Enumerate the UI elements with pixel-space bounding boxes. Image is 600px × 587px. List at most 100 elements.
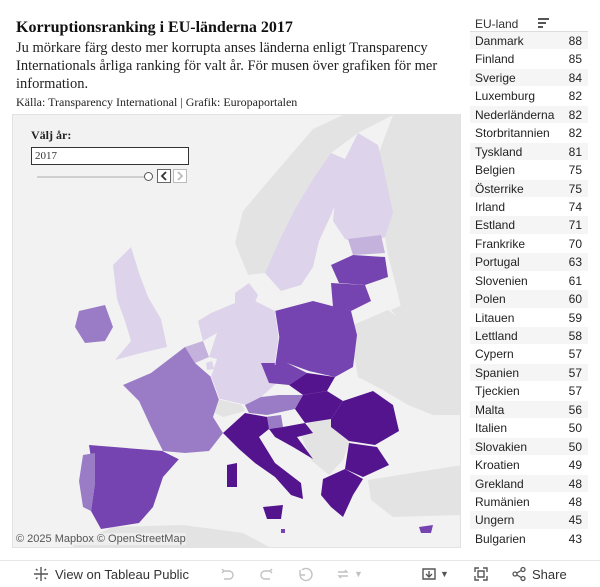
ranking-row[interactable]: Irland 74	[470, 198, 588, 217]
map-bulgaria[interactable]	[345, 443, 389, 477]
ranking-row[interactable]: Cypern 57	[470, 345, 588, 364]
ranking-score: 84	[568, 70, 582, 85]
map-sweden[interactable]	[265, 153, 345, 291]
download-button[interactable]: ▼	[420, 565, 449, 583]
ranking-row[interactable]: Estland 71	[470, 216, 588, 235]
ranking-score: 49	[568, 458, 582, 473]
map-ireland[interactable]	[75, 305, 113, 343]
ranking-row[interactable]: Frankrike 70	[470, 235, 588, 254]
ranking-row[interactable]: Finland 85	[470, 50, 588, 69]
fullscreen-button[interactable]	[472, 565, 490, 583]
map-sicily[interactable]	[263, 505, 283, 519]
map-attribution[interactable]: © 2025 Mapbox © OpenStreetMap	[16, 533, 186, 545]
ukraine-east-region[interactable]	[391, 295, 461, 365]
share-label: Share	[532, 566, 567, 582]
next-year-button[interactable]	[173, 169, 187, 183]
map-malta[interactable]	[281, 529, 285, 533]
download-dropdown-icon[interactable]: ▼	[440, 569, 449, 579]
ranking-row[interactable]: Belgien 75	[470, 161, 588, 180]
ranking-row[interactable]: Grekland 48	[470, 474, 588, 493]
map-hungary[interactable]	[295, 391, 343, 423]
ranking-row[interactable]: Slovakien 50	[470, 437, 588, 457]
undo-button[interactable]	[218, 565, 236, 583]
norway-region[interactable]	[235, 115, 393, 275]
ranking-table: EU-land Danmark 88 Finland 85 Sverige 84 Luxem…	[470, 14, 588, 548]
ranking-country: Danmark	[475, 34, 524, 48]
share-button[interactable]: Share	[510, 565, 567, 583]
map-poland[interactable]	[275, 301, 357, 377]
map-italy[interactable]	[223, 413, 303, 499]
ranking-score: 58	[568, 329, 582, 343]
ranking-score: 57	[568, 347, 582, 362]
map-latvia[interactable]	[331, 255, 388, 285]
ranking-row[interactable]: Malta 56	[470, 400, 588, 420]
map-estonia[interactable]	[348, 235, 385, 255]
ranking-row[interactable]: Kroatien 49	[470, 456, 588, 475]
refresh-icon	[334, 565, 352, 583]
ranking-row[interactable]: Litauen 59	[470, 309, 588, 327]
ranking-row[interactable]: Lettland 58	[470, 327, 588, 346]
refresh-button[interactable]: ▼	[334, 565, 363, 583]
ranking-score: 82	[568, 126, 582, 141]
revert-button[interactable]	[296, 565, 314, 583]
map-uk[interactable]	[113, 247, 167, 360]
map-austria[interactable]	[245, 395, 303, 415]
map-germany[interactable]	[209, 301, 279, 405]
ranking-row[interactable]: Rumänien 48	[470, 493, 588, 512]
view-on-tableau-label: View on Tableau Public	[55, 566, 189, 582]
sort-icon[interactable]	[538, 18, 549, 28]
year-select[interactable]: 2017	[31, 147, 189, 165]
ranking-row[interactable]: Portugal 63	[470, 253, 588, 272]
map-lithuania[interactable]	[331, 283, 371, 311]
ranking-score: 63	[568, 255, 582, 270]
ranking-score: 43	[568, 531, 582, 546]
ranking-score: 48	[568, 494, 582, 509]
map-sardinia[interactable]	[227, 463, 237, 487]
map-belgium[interactable]	[185, 341, 209, 363]
map-croatia[interactable]	[269, 423, 313, 459]
ranking-row[interactable]: Storbritannien 82	[470, 124, 588, 143]
map-spain[interactable]	[89, 445, 179, 529]
map-czechia[interactable]	[261, 363, 307, 385]
ranking-row[interactable]: Tjeckien 57	[470, 382, 588, 401]
europe-map[interactable]: Välj år: 2017 © 2025 Mapbox © OpenStreet…	[12, 114, 461, 548]
map-netherlands[interactable]	[198, 313, 217, 341]
map-luxembourg[interactable]	[206, 361, 214, 370]
chevron-right-icon	[177, 171, 184, 181]
map-portugal[interactable]	[79, 453, 95, 511]
redo-button[interactable]	[258, 565, 276, 583]
previous-year-button[interactable]	[157, 169, 171, 183]
ranking-country: Kroatien	[475, 458, 520, 473]
refresh-dropdown-icon[interactable]: ▼	[354, 569, 363, 579]
ranking-country: Irland	[475, 199, 506, 214]
belarus-ukraine-region[interactable]	[353, 310, 461, 415]
ranking-row[interactable]: Ungern 45	[470, 511, 588, 530]
ranking-row[interactable]: Italien 50	[470, 419, 588, 438]
ranking-row[interactable]: Slovenien 61	[470, 272, 588, 291]
ranking-row[interactable]: Spanien 57	[470, 363, 588, 383]
ranking-country: Finland	[475, 52, 515, 67]
source-credit: Källa: Transparency International | Graf…	[16, 95, 298, 109]
ranking-row[interactable]: Polen 60	[470, 290, 588, 309]
ranking-column-label: EU-land	[475, 17, 519, 31]
map-france[interactable]	[123, 347, 223, 453]
ranking-row[interactable]: Luxemburg 82	[470, 87, 588, 106]
map-romania[interactable]	[331, 391, 399, 445]
map-greece[interactable]	[321, 469, 363, 517]
ranking-row[interactable]: Bulgarien 43	[470, 530, 588, 548]
ranking-row[interactable]: Nederländerna 82	[470, 105, 588, 125]
ranking-score: 85	[568, 52, 582, 67]
ranking-row[interactable]: Österrike 75	[470, 179, 588, 198]
map-finland[interactable]	[333, 133, 393, 245]
ranking-row[interactable]: Tyskland 81	[470, 142, 588, 162]
ranking-row[interactable]: Sverige 84	[470, 68, 588, 88]
map-cyprus[interactable]	[419, 525, 433, 533]
year-slider-thumb[interactable]	[144, 172, 153, 181]
ranking-score: 57	[568, 365, 582, 380]
map-slovenia[interactable]	[265, 415, 283, 429]
ranking-row[interactable]: Danmark 88	[470, 32, 588, 51]
map-slovakia[interactable]	[289, 373, 335, 395]
year-slider-track[interactable]	[37, 176, 149, 178]
view-on-tableau-button[interactable]: View on Tableau Public	[32, 565, 189, 583]
turkey-region[interactable]	[368, 465, 461, 517]
